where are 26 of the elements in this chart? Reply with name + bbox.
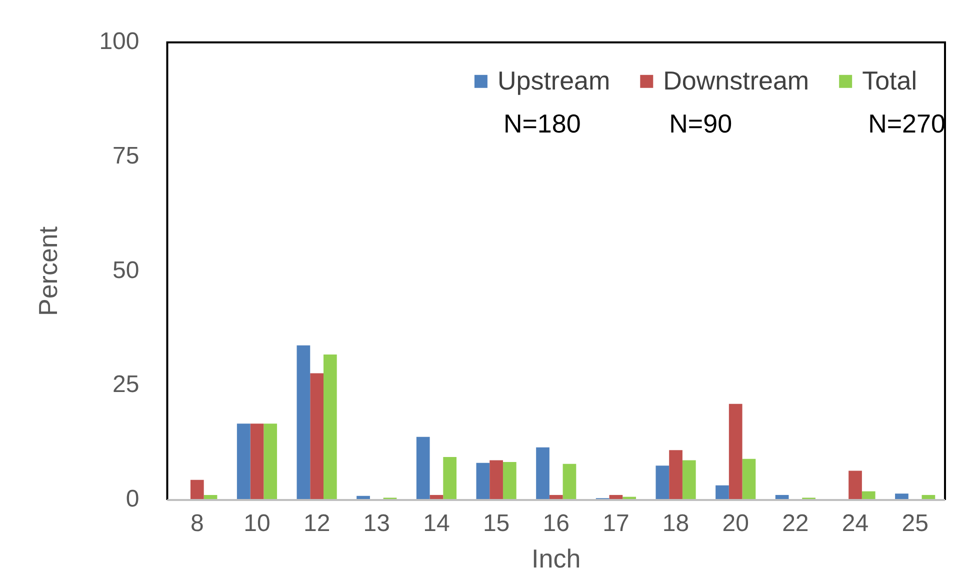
- legend-label: Downstream: [663, 66, 810, 96]
- x-axis-title: Inch: [532, 544, 581, 574]
- x-tick-label: 17: [602, 510, 630, 538]
- x-tick-label: 20: [722, 510, 749, 538]
- x-tick-label: 24: [842, 510, 869, 538]
- annotation: N=180: [503, 108, 581, 139]
- y-tick-label: 25: [112, 371, 140, 398]
- annotation: N=90: [669, 108, 732, 139]
- y-tick-label: 50: [112, 256, 140, 284]
- x-tick-label: 18: [662, 510, 690, 538]
- legend-label: Total: [862, 66, 917, 96]
- legend-label: Upstream: [497, 66, 610, 96]
- y-tick-label: 75: [112, 142, 140, 170]
- x-tick-label: 15: [482, 510, 510, 538]
- x-tick-label: 16: [542, 510, 570, 538]
- x-tick-label: 14: [423, 510, 450, 538]
- y-tick-label: 100: [99, 28, 140, 56]
- x-tick-label: 25: [902, 510, 928, 538]
- y-axis-title: Percent: [32, 226, 63, 316]
- x-tick-label: 8: [190, 510, 204, 538]
- annotation: N=270: [868, 108, 946, 139]
- y-tick-label: 0: [126, 486, 140, 513]
- x-tick-label: 13: [363, 510, 390, 538]
- x-tick-label: 12: [303, 510, 330, 538]
- x-tick-label: 10: [244, 510, 270, 538]
- x-tick-label: 22: [782, 510, 809, 538]
